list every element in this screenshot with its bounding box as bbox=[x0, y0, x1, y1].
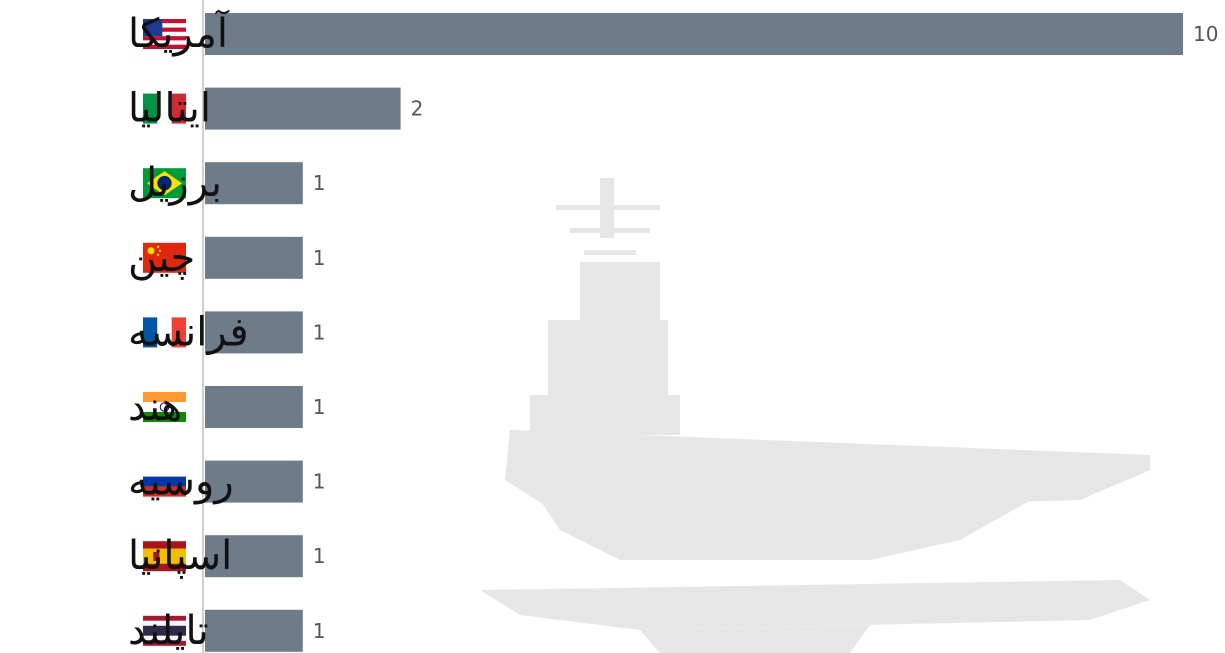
category-label: تایلند bbox=[128, 608, 209, 653]
value-label: 1 bbox=[313, 544, 326, 568]
value-label: 2 bbox=[411, 97, 424, 121]
in-flag-icon bbox=[143, 392, 186, 422]
cn-flag-icon bbox=[143, 242, 186, 273]
value-label: 1 bbox=[313, 246, 326, 270]
bar bbox=[205, 311, 303, 354]
category-label: فرانسه bbox=[128, 309, 249, 355]
aircraft-carrier-watermark bbox=[480, 178, 1150, 653]
value-label: 1 bbox=[313, 320, 326, 344]
bar bbox=[205, 236, 303, 279]
bar bbox=[205, 13, 1183, 55]
category-label: روسیه bbox=[128, 459, 234, 505]
value-label: 10 bbox=[1193, 22, 1218, 46]
us-flag-icon bbox=[143, 19, 186, 49]
category-label: برزیل bbox=[128, 160, 222, 206]
bar bbox=[205, 87, 401, 130]
value-label: 1 bbox=[313, 470, 326, 494]
ru-flag-icon bbox=[143, 466, 186, 497]
bar bbox=[205, 386, 303, 428]
bar bbox=[205, 460, 303, 503]
value-label: 1 bbox=[313, 619, 326, 643]
it-flag-icon bbox=[143, 93, 186, 124]
category-label: آمریکا bbox=[128, 9, 230, 57]
category-label: اسپانیا bbox=[128, 533, 232, 579]
bar bbox=[205, 162, 303, 205]
es-flag-icon bbox=[143, 541, 186, 572]
value-label: 1 bbox=[313, 171, 326, 195]
value-label: 1 bbox=[313, 395, 326, 419]
th-flag-icon bbox=[143, 615, 186, 646]
br-flag-icon bbox=[143, 168, 186, 199]
bar bbox=[205, 609, 303, 652]
category-label: چین bbox=[128, 235, 195, 281]
bar bbox=[205, 535, 303, 578]
category-label: هند bbox=[128, 384, 182, 430]
category-label: ایتالیا bbox=[128, 86, 211, 132]
fr-flag-icon bbox=[143, 317, 186, 348]
